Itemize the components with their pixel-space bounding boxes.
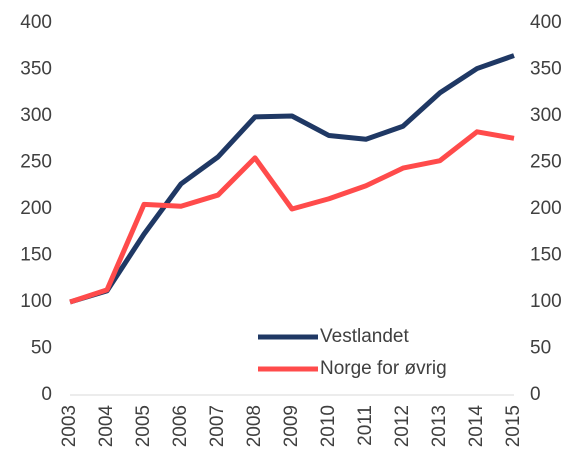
x-tick-label: 2005 <box>133 405 154 447</box>
x-tick-label: 2015 <box>503 405 524 447</box>
x-tick-label: 2013 <box>429 405 450 447</box>
y-tick-label: 200 <box>20 198 52 219</box>
x-tick-label: 2011 <box>355 405 376 446</box>
y2-tick-label: 100 <box>530 291 562 312</box>
x-tick-label: 2012 <box>392 405 413 447</box>
x-tick-label: 2003 <box>59 405 80 447</box>
y2-tick-label: 150 <box>530 245 562 266</box>
y-tick-label: 250 <box>20 152 52 173</box>
line <box>69 129 515 305</box>
y2-tick-label: 350 <box>530 59 562 80</box>
x-tick-label: 2006 <box>170 405 191 447</box>
y-tick-label: 50 <box>31 338 52 359</box>
y2-tick-label: 50 <box>530 338 551 359</box>
x-tick-label: 2010 <box>318 405 339 447</box>
y2-tick-label: 250 <box>530 152 562 173</box>
x-tick-label: 2009 <box>281 405 302 447</box>
y-tick-label: 0 <box>41 384 52 405</box>
x-tick-label: 2014 <box>466 405 487 448</box>
x-tick-label: 2004 <box>96 405 117 448</box>
y-tick-label: 100 <box>20 291 52 312</box>
y-tick-label: 150 <box>20 245 52 266</box>
y2-tick-label: 400 <box>530 12 562 33</box>
legend-label: Norge for øvrig <box>320 358 447 379</box>
y2-tick-label: 0 <box>530 384 541 405</box>
y2-tick-label: 200 <box>530 198 562 219</box>
y2-tick-label: 300 <box>530 105 562 126</box>
x-tick-label: 2007 <box>207 405 228 447</box>
y-tick-label: 400 <box>20 12 52 33</box>
x-tick-label: 2008 <box>244 405 265 447</box>
y-tick-label: 300 <box>20 105 52 126</box>
line <box>69 53 515 305</box>
legend-label: Vestlandet <box>320 326 409 347</box>
y-tick-label: 350 <box>20 59 52 80</box>
